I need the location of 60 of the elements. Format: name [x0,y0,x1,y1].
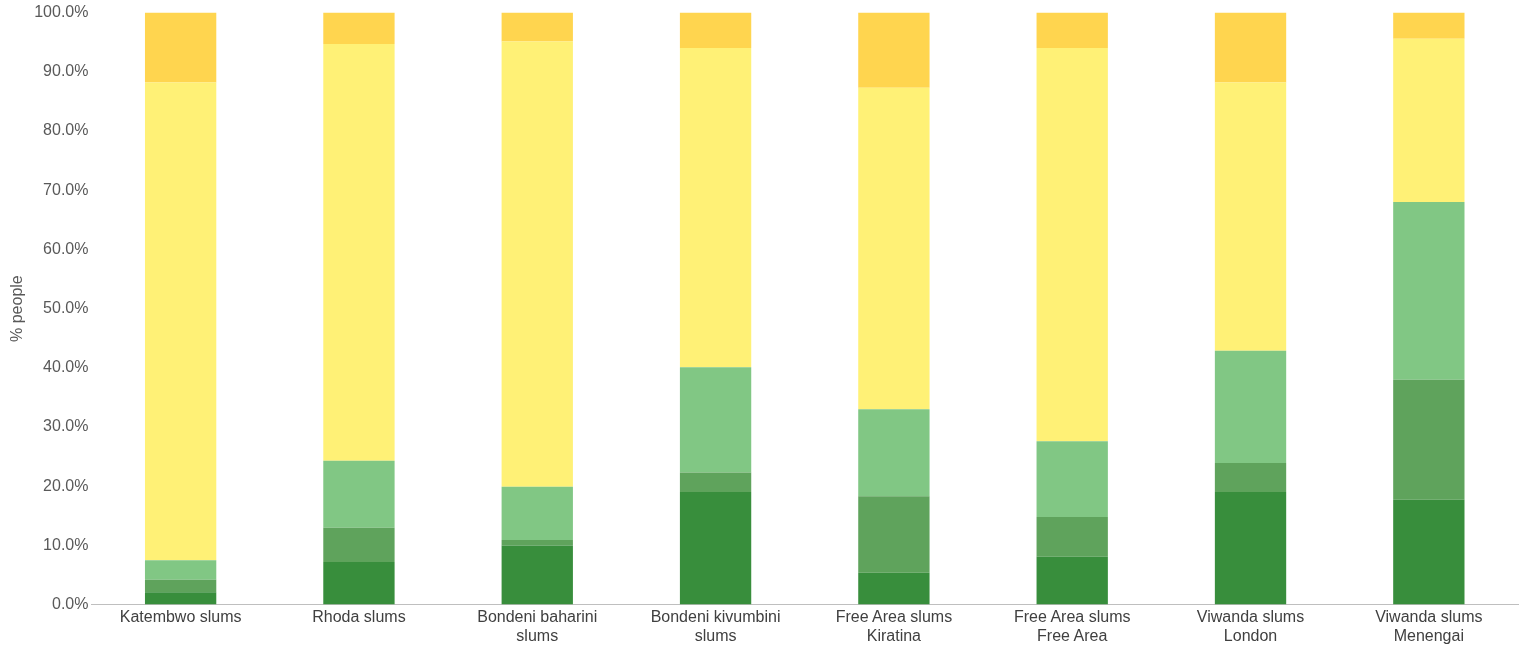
y-tick-label: 10.0% [43,535,89,553]
bar [1036,556,1108,605]
y-tick-label: 90.0% [43,62,89,80]
bar [679,367,752,473]
bar [679,472,752,493]
bar [858,496,930,573]
bar [144,82,217,561]
bar [323,43,395,461]
bar [1214,463,1287,493]
y-tick-label: 40.0% [43,358,89,376]
bar [858,409,930,497]
bar [501,12,573,42]
y-tick-label: 50.0% [43,299,89,317]
bar [1393,202,1465,380]
y-axis-title: % people [8,275,26,342]
x-tick-label: Viwanda slums Menengai [1375,607,1483,644]
bar [1036,516,1108,557]
bar [858,12,930,88]
bar [144,560,217,580]
bar [323,460,395,528]
bar [679,48,752,368]
bar [1036,441,1108,517]
y-tick-label: 0.0% [52,595,89,613]
y-tick-label: 30.0% [43,417,89,435]
x-tick-label: Viwanda slums London [1196,607,1305,644]
x-tick-label: Free Area slums Kiratina [835,607,953,644]
bar [1393,12,1465,39]
bar [858,572,930,605]
bar [1393,379,1465,500]
bar [323,561,395,605]
y-tick-label: 70.0% [43,180,89,198]
x-tick-label: Free Area slums Free Area [1013,607,1131,644]
bar [1214,82,1287,351]
y-tick-label: 100.0% [34,3,89,21]
x-tick-label: Katembwo slums [119,607,242,625]
bar [679,492,752,605]
bar [144,579,217,593]
bar [323,527,395,562]
bar [501,486,573,541]
bar [144,592,217,605]
bar [1036,48,1108,442]
bar [1393,499,1465,605]
x-tick-label: Bondeni kivumbini slums [650,607,781,644]
y-tick-label: 80.0% [43,121,89,139]
bar [1214,12,1287,83]
bar [501,545,573,605]
bar [858,87,930,410]
bar [1214,492,1287,605]
bar [679,12,752,49]
bar [501,540,573,546]
bar [1214,350,1287,464]
bar [144,12,217,83]
bar [1036,12,1108,49]
x-tick-label: Rhoda slums [312,607,406,625]
bar [501,41,573,487]
x-tick-label: Bondeni baharini slums [477,607,598,644]
y-tick-label: 20.0% [43,476,89,494]
y-tick-label: 60.0% [43,239,89,257]
bar [1393,38,1465,203]
bar [323,12,395,44]
